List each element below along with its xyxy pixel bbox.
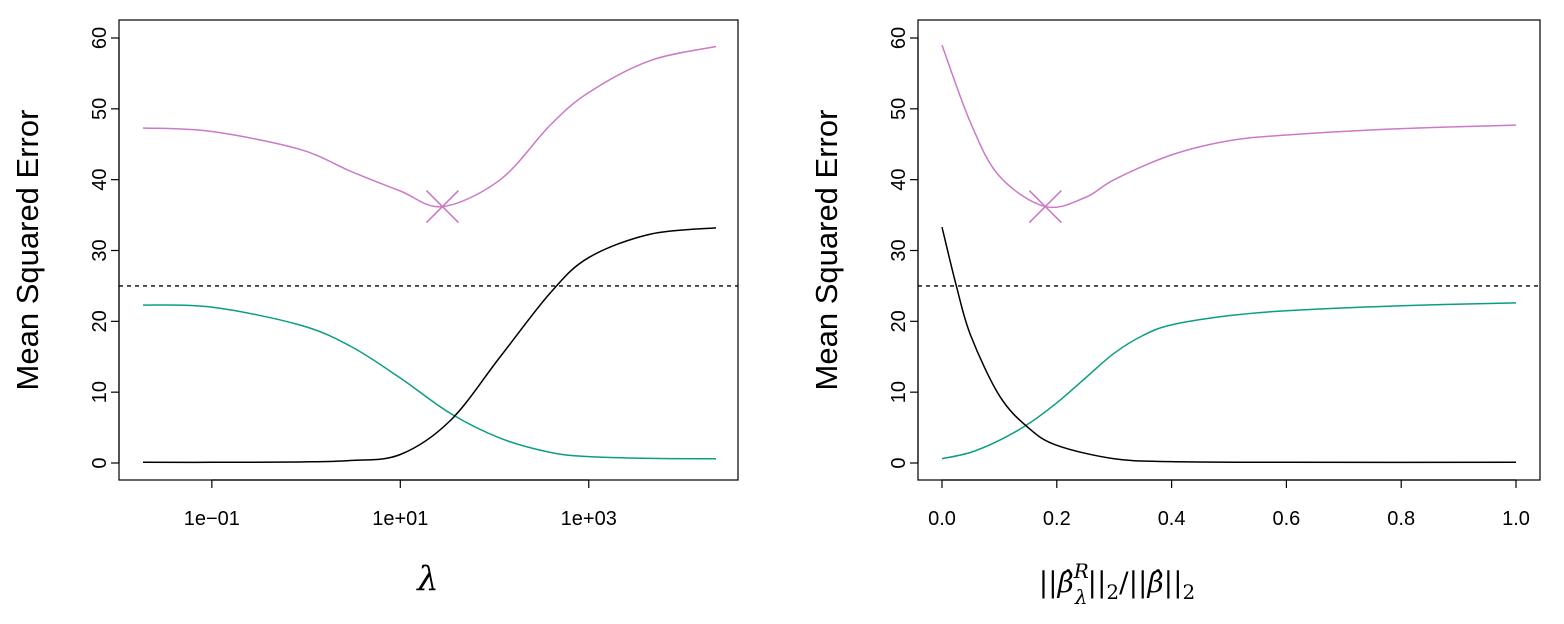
right-panel-norm-ratio: Mean Squared Error ||β̂R λ||2/||β̂||2 0 10… (809, 19, 1541, 609)
variance-curve (142, 304, 717, 460)
x-tick-label: 0.8 (1387, 508, 1415, 530)
y-tick-label: 50 (89, 98, 111, 120)
plot-box (118, 19, 739, 481)
y-tick-label: 10 (89, 381, 111, 403)
y-tick-label: 30 (89, 239, 111, 261)
left-panel-lambda: Mean Squared Error λ 0 10 20 30 40 50 60 1e−01 1… (10, 19, 739, 599)
bias-curve (142, 227, 717, 464)
y-tick-label: 0 (888, 457, 910, 468)
y-tick-label: 60 (888, 27, 910, 49)
x-axis-label: λ (415, 559, 439, 599)
y-tick-label: 10 (888, 381, 910, 403)
test-mse-curve (142, 45, 717, 208)
x-tick-label: 0.4 (1158, 508, 1186, 530)
x-tick-label: 0.0 (928, 508, 956, 530)
y-tick-label: 60 (89, 27, 111, 49)
y-tick-label: 50 (888, 98, 910, 120)
x-tick-label: 0.6 (1272, 508, 1300, 530)
x-tick-label: 0.2 (1043, 508, 1071, 530)
x-tick-label: 1e+03 (561, 508, 617, 530)
x-axis-label: ||β̂R λ||2/||β̂||2 (1039, 559, 1196, 609)
y-tick-label: 20 (89, 310, 111, 332)
y-tick-label: 40 (888, 169, 910, 191)
x-tick-label: 1e+01 (372, 508, 428, 530)
y-tick-label: 0 (89, 457, 111, 468)
y-tick-label: 30 (888, 239, 910, 261)
y-tick-label: 40 (89, 169, 111, 191)
x-tick-label: 1e−01 (184, 508, 240, 530)
variance-curve (941, 302, 1517, 460)
y-axis-label: Mean Squared Error (809, 110, 844, 391)
min-test-mse-marker (425, 190, 460, 224)
y-tick-label: 20 (888, 310, 910, 332)
y-axis-label: Mean Squared Error (10, 110, 45, 391)
bias-curve (941, 226, 1517, 464)
test-mse-curve (941, 44, 1517, 209)
min-test-mse-marker (1028, 190, 1062, 224)
x-tick-label: 1.0 (1502, 508, 1530, 530)
